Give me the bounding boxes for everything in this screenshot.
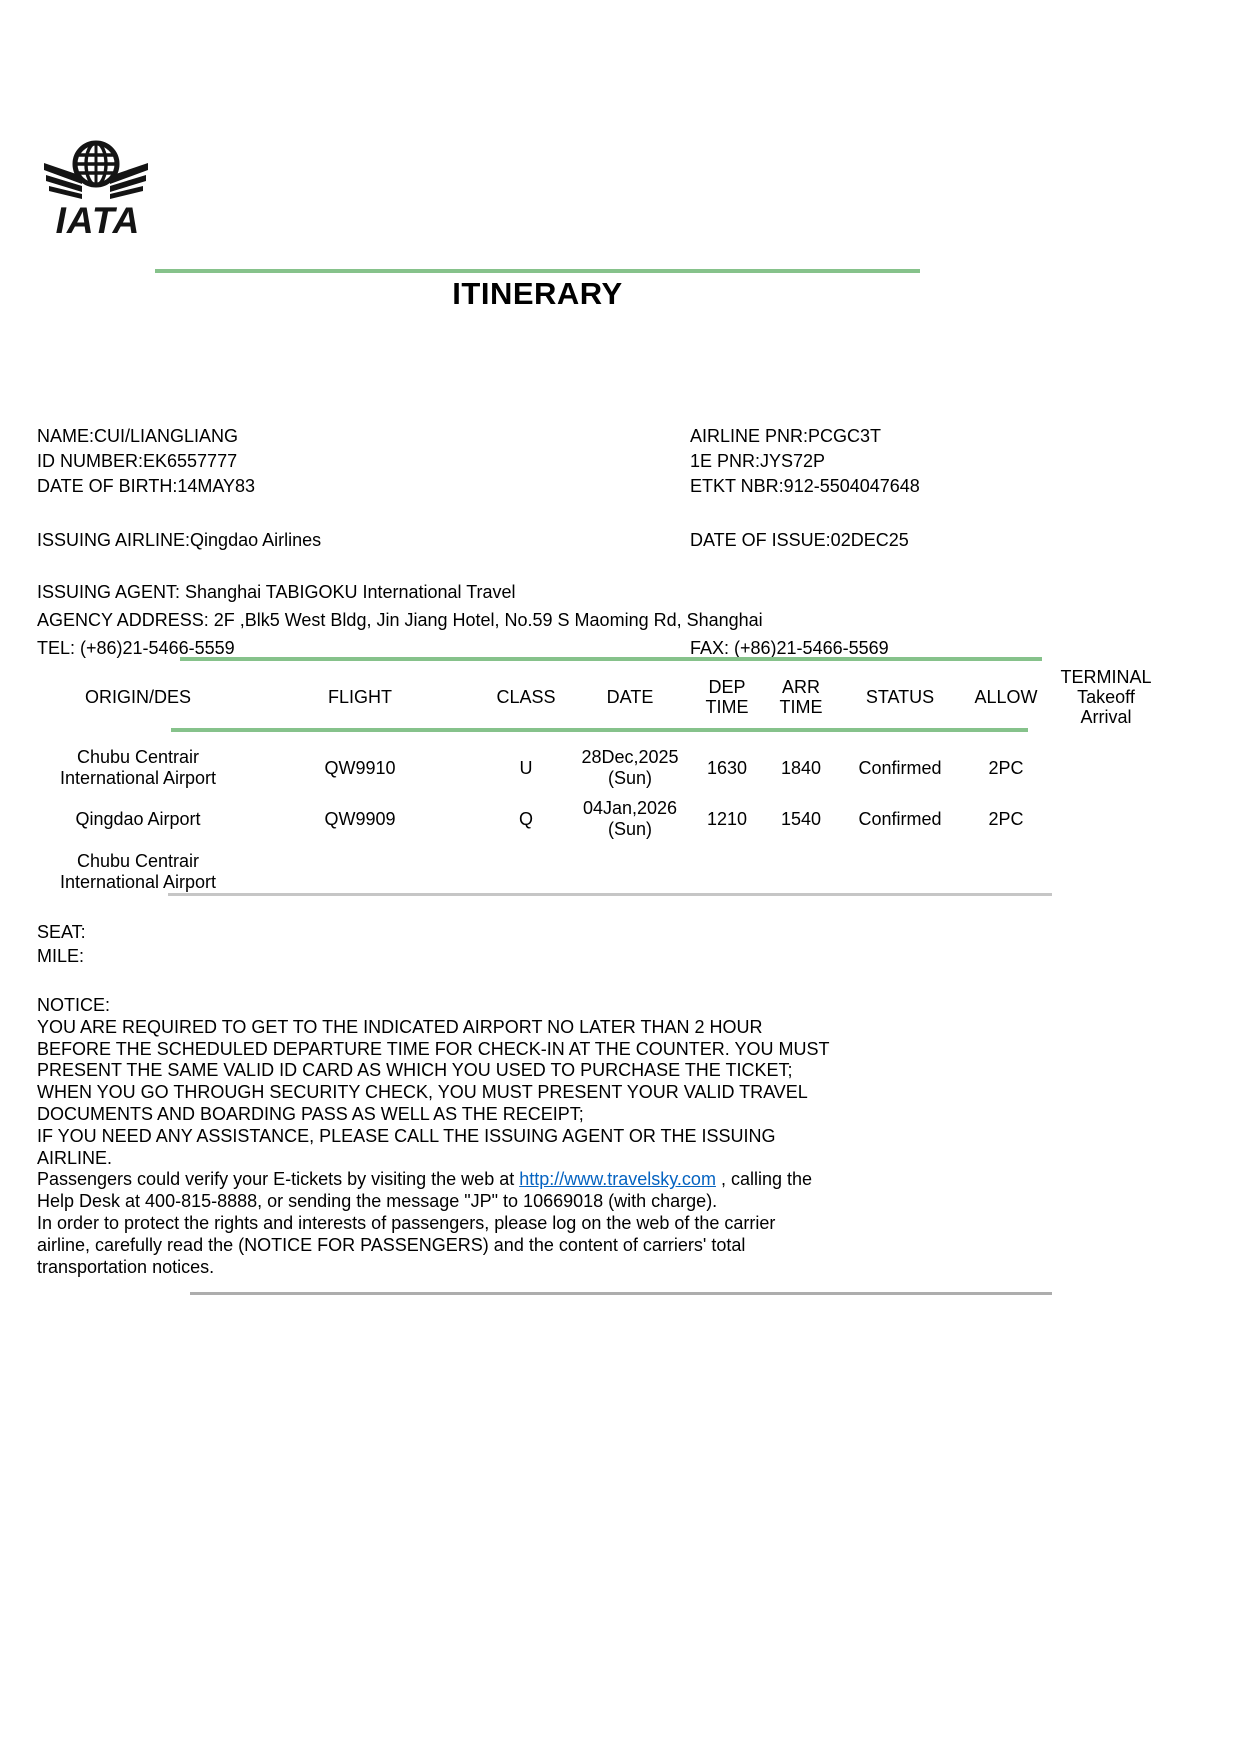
cell-flight (236, 844, 484, 900)
agency-fax: FAX: (+86)21-5466-5569 (690, 638, 889, 658)
cell-terminal (1052, 844, 1160, 900)
cell-class: U (519, 757, 533, 778)
verify-line: Passengers could verify your E-tickets b… (37, 1169, 829, 1191)
wing-right-icon (110, 163, 148, 199)
col-header-allow: ALLOW (974, 687, 1038, 707)
cell-terminal (1052, 742, 1160, 794)
cell-origin-des: Chubu Centrair International Airport (59, 851, 217, 892)
issuing-airline: ISSUING AIRLINE:Qingdao Airlines (37, 530, 322, 550)
col-header-terminal: TERMINAL Takeoff Arrival (1060, 667, 1152, 727)
cell-dep-time: 1630 (706, 757, 748, 778)
notice-line: AIRLINE. (37, 1147, 113, 1168)
col-header-date: DATE (606, 687, 654, 707)
passenger-info-right: AIRLINE PNR:PCGC3T 1E PNR:JYS72P ETKT NB… (690, 424, 920, 499)
cell-status: Confirmed (858, 808, 942, 829)
wing-left-icon (44, 163, 82, 199)
cell-date: 04Jan,2026 (Sun) (582, 798, 678, 839)
cell-status: Confirmed (858, 757, 942, 778)
etkt-number: ETKT NBR:912-5504047648 (690, 476, 920, 496)
footer-divider-line (190, 1292, 1052, 1295)
notice-line: IF YOU NEED ANY ASSISTANCE, PLEASE CALL … (37, 1125, 776, 1146)
notice-line: DOCUMENTS AND BOARDING PASS AS WELL AS T… (37, 1103, 584, 1124)
header-divider-line (155, 269, 920, 273)
cell-terminal (1052, 794, 1160, 844)
cell-date (568, 844, 692, 900)
issuing-agent: ISSUING AGENT: Shanghai TABIGOKU Interna… (37, 582, 516, 602)
notice-section: NOTICE: YOU ARE REQUIRED TO GET TO THE I… (37, 995, 829, 1278)
col-header-class: CLASS (496, 687, 556, 707)
cell-arr-time: 1840 (780, 757, 822, 778)
cell-allow: 2PC (988, 757, 1024, 778)
passenger-name: NAME:CUI/LIANGLIANG (37, 426, 239, 446)
notice-line: PRESENT THE SAME VALID ID CARD AS WHICH … (37, 1060, 793, 1081)
iata-logo-text: IATA (56, 200, 141, 240)
cell-origin-des: Chubu Centrair International Airport (59, 747, 217, 788)
col-header-status: STATUS (865, 687, 935, 707)
cell-arr-time: 1540 (780, 808, 822, 829)
cell-origin-des: Qingdao Airport (75, 808, 201, 829)
cell-allow: 2PC (988, 808, 1024, 829)
date-of-issue: DATE OF ISSUE:02DEC25 (690, 530, 909, 550)
verify-text-after: , calling the (715, 1169, 812, 1190)
table-header-underline (171, 728, 1028, 732)
iata-logo: IATA (42, 134, 150, 241)
seat-label: SEAT: (37, 922, 86, 942)
agency-tel: TEL: (+86)21-5466-5559 (37, 638, 235, 658)
cell-dep-time (692, 844, 762, 900)
col-header-origin-des: ORIGIN/DES (84, 687, 191, 707)
rights-line: In order to protect the rights and inter… (37, 1212, 776, 1233)
iata-logo-graphic: IATA (44, 140, 148, 241)
notice-line: YOU ARE REQUIRED TO GET TO THE INDICATED… (37, 1016, 763, 1037)
1e-pnr: 1E PNR:JYS72P (690, 451, 826, 471)
cell-date: 28Dec,2025 (Sun) (581, 747, 679, 788)
cell-class: Q (518, 808, 533, 829)
page-title: ITINERARY (452, 276, 623, 311)
col-header-flight: FLIGHT (327, 687, 392, 707)
cell-status (840, 844, 960, 900)
airline-pnr: AIRLINE PNR:PCGC3T (690, 426, 882, 446)
passenger-info-left: NAME:CUI/LIANGLIANG ID NUMBER:EK6557777 … (37, 424, 255, 499)
cell-class (484, 844, 568, 900)
flight-table-header: ORIGIN/DES FLIGHT CLASS DATE DEP TIME AR… (40, 667, 1160, 727)
agency-address: AGENCY ADDRESS: 2F ,Blk5 West Bldg, Jin … (37, 610, 763, 630)
table-bottom-line (168, 893, 1052, 896)
rights-line: airline, carefully read the (NOTICE FOR … (37, 1234, 746, 1255)
cell-flight: QW9909 (324, 808, 396, 829)
flight-table-body: Chubu Centrair International Airport QW9… (40, 742, 1160, 900)
verify-text-before: Passengers could verify your E-tickets b… (37, 1169, 520, 1190)
rights-line: transportation notices. (37, 1256, 215, 1277)
passenger-id-number: ID NUMBER:EK6557777 (37, 451, 238, 471)
col-header-arr-time: ARR TIME (779, 677, 823, 717)
passenger-date-of-birth: DATE OF BIRTH:14MAY83 (37, 476, 256, 496)
col-header-dep-time: DEP TIME (705, 677, 749, 717)
cell-dep-time: 1210 (706, 808, 748, 829)
cell-allow (960, 844, 1052, 900)
verify-line-2: Help Desk at 400-815-8888, or sending th… (37, 1191, 718, 1212)
travelsky-link[interactable]: http://www.travelsky.com (519, 1169, 716, 1190)
notice-title: NOTICE: (37, 995, 111, 1015)
mile-label: MILE: (37, 946, 85, 966)
notice-line: BEFORE THE SCHEDULED DEPARTURE TIME FOR … (37, 1038, 830, 1059)
cell-flight: QW9910 (324, 757, 396, 778)
table-top-line (180, 657, 1042, 661)
notice-line: WHEN YOU GO THROUGH SECURITY CHECK, YOU … (37, 1082, 808, 1103)
cell-arr-time (762, 844, 840, 900)
